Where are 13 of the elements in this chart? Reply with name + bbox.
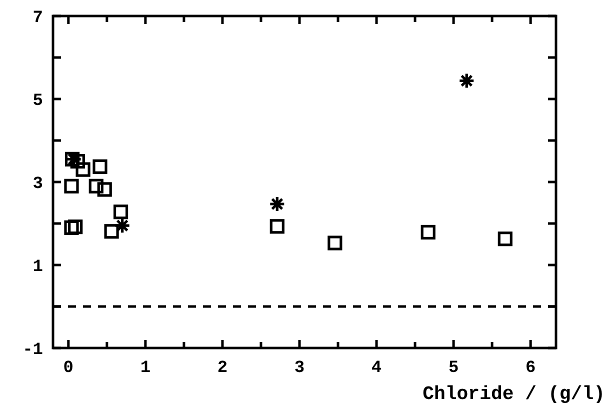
x-tick-label: 4	[371, 359, 382, 378]
y-tick-label: 5	[32, 92, 43, 111]
x-tick-label: 1	[140, 359, 151, 378]
x-tick-label: 2	[217, 359, 228, 378]
x-axis-title: Chloride / (g/l)	[422, 383, 605, 405]
y-tick-label: -1	[22, 340, 43, 360]
x-tick-label: 3	[294, 359, 305, 378]
x-tick-label: 0	[63, 359, 74, 378]
x-tick-label: 5	[448, 359, 459, 378]
y-tick-label: 7	[32, 8, 43, 28]
y-tick-label: 1	[32, 258, 43, 277]
y-tick-label: 3	[32, 174, 43, 194]
x-tick-label: 6	[525, 359, 536, 378]
